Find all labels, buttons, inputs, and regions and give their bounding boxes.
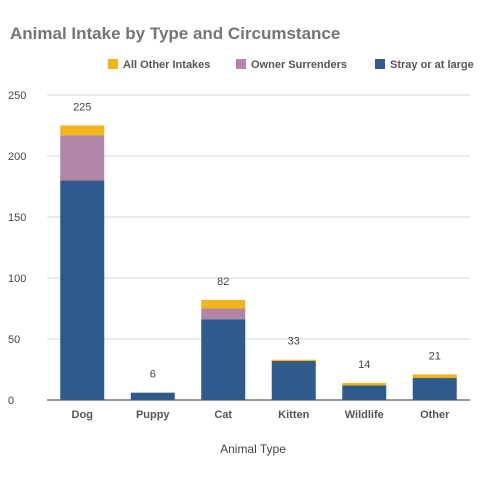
x-tick-label-cat: Cat bbox=[214, 409, 232, 421]
x-tick-label-other: Other bbox=[420, 409, 450, 421]
bars bbox=[60, 125, 457, 400]
legend-swatch-all-other-intakes bbox=[108, 59, 118, 69]
bar-dog-series-1 bbox=[60, 180, 105, 400]
total-label-other: 21 bbox=[429, 350, 441, 362]
total-labels: 225 6 82 33 14 21 bbox=[73, 102, 441, 381]
y-tick-label-0: 0 bbox=[8, 395, 14, 407]
legend-swatch-stray-or-at-large bbox=[375, 59, 385, 69]
x-axis-ticks: Dog Puppy Cat Kitten Wildlife Other bbox=[72, 409, 451, 421]
y-tick-label-50: 50 bbox=[8, 334, 20, 346]
legend-label-stray-or-at-large: Stray or at large bbox=[390, 59, 474, 71]
y-tick-label-100: 100 bbox=[8, 273, 26, 285]
legend-label-owner-surrenders: Owner Surrenders bbox=[251, 59, 347, 71]
y-tick-label-150: 150 bbox=[8, 212, 26, 224]
legend: All Other Intakes Owner Surrenders Stray o… bbox=[108, 59, 474, 71]
legend-label-all-other-intakes: All Other Intakes bbox=[123, 59, 210, 71]
bar-wildlife-series-3 bbox=[342, 382, 387, 386]
chart-title: Animal Intake by Type and Circumstance bbox=[10, 24, 341, 43]
bar-cat-series-1 bbox=[201, 319, 246, 400]
x-tick-label-puppy: Puppy bbox=[136, 409, 170, 421]
total-label-puppy: 6 bbox=[150, 369, 156, 381]
y-tick-label-250: 250 bbox=[8, 90, 26, 102]
y-tick-label-200: 200 bbox=[8, 151, 26, 163]
gridlines bbox=[47, 94, 470, 401]
bar-other-series-1 bbox=[412, 378, 457, 400]
y-axis-ticks: 0 50 100 150 200 250 bbox=[8, 90, 26, 407]
bar-kitten-series-1 bbox=[271, 360, 316, 400]
total-label-cat: 82 bbox=[217, 276, 229, 288]
bar-wildlife-series-1 bbox=[342, 385, 387, 400]
total-label-kitten: 33 bbox=[288, 336, 300, 348]
bar-puppy-series-1 bbox=[130, 392, 175, 400]
x-axis-title: Animal Type bbox=[220, 442, 286, 456]
bar-dog-series-3 bbox=[60, 125, 105, 136]
bar-dog-series-2 bbox=[60, 135, 105, 181]
x-tick-label-wildlife: Wildlife bbox=[345, 409, 384, 421]
bar-kitten-series-3 bbox=[271, 359, 316, 361]
x-tick-label-kitten: Kitten bbox=[278, 409, 309, 421]
bar-other-series-3 bbox=[412, 374, 457, 379]
bar-cat-series-2 bbox=[201, 308, 246, 320]
total-label-wildlife: 14 bbox=[358, 359, 370, 371]
legend-swatch-owner-surrenders bbox=[236, 59, 246, 69]
x-tick-label-dog: Dog bbox=[72, 409, 93, 421]
total-label-dog: 225 bbox=[73, 102, 91, 114]
bar-cat-series-3 bbox=[201, 299, 246, 309]
